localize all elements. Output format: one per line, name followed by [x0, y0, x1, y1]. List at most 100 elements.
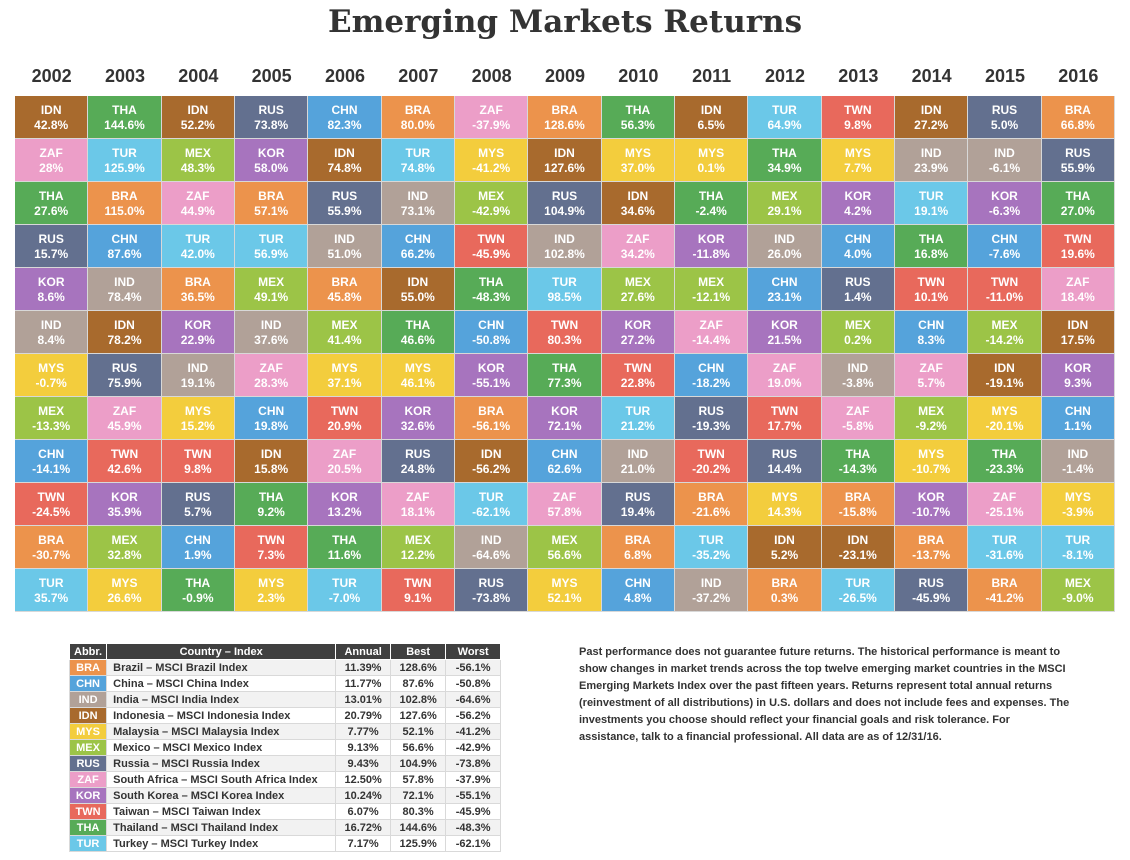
cell-country-code: TUR — [698, 533, 724, 547]
legend-row: IDN Indonesia – MSCI Indonesia Index 20.79… — [68, 707, 502, 724]
return-cell: TWN -11.0% — [968, 268, 1041, 310]
cell-country-code: MYS — [38, 361, 65, 375]
return-cell: MYS 0.1% — [675, 139, 748, 181]
cell-country-code: RUS — [918, 576, 944, 590]
cell-country-code: TUR — [478, 490, 504, 504]
return-cell: BRA -30.7% — [15, 526, 88, 568]
return-cell: IDN 127.6% — [528, 139, 601, 181]
cell-country-code: CHN — [771, 275, 798, 289]
cell-return-value: -11.8% — [692, 247, 730, 261]
cell-return-value: 48.3% — [180, 161, 215, 175]
cell-return-value: 87.6% — [107, 247, 142, 261]
return-cell: THA 11.6% — [308, 526, 381, 568]
legend-worst: -73.8% — [445, 755, 502, 772]
cell-return-value: 1.4% — [844, 290, 872, 304]
return-cell: TWN -20.2% — [675, 440, 748, 482]
cell-return-value: 125.9% — [104, 161, 145, 175]
legend-annual: 11.77% — [335, 675, 392, 692]
cell-country-code: KOR — [257, 146, 285, 160]
return-cell: RUS 5.0% — [968, 96, 1041, 138]
cell-country-code: MYS — [111, 576, 138, 590]
cell-return-value: 17.5% — [1060, 333, 1095, 347]
cell-country-code: MEX — [331, 318, 358, 332]
cell-country-code: MEX — [771, 189, 798, 203]
return-cell: CHN 62.6% — [528, 440, 601, 482]
cell-country-code: IND — [480, 533, 502, 547]
return-cell: MYS -3.9% — [1041, 483, 1114, 525]
cell-return-value: 42.0% — [180, 247, 215, 261]
cell-country-code: TUR — [918, 189, 944, 203]
cell-return-value: 14.3% — [767, 505, 802, 519]
cell-country-code: CHN — [624, 576, 651, 590]
cell-return-value: 34.9% — [767, 161, 802, 175]
cell-return-value: 0.1% — [697, 161, 725, 175]
cell-return-value: 21.2% — [620, 419, 655, 433]
cell-country-code: TWN — [110, 447, 139, 461]
return-cell: TWN 42.6% — [88, 440, 161, 482]
return-cell: TUR 21.2% — [601, 397, 674, 439]
return-cell: ZAF 28% — [15, 139, 88, 181]
legend-best: 72.1% — [390, 787, 447, 804]
return-cell: RUS -73.8% — [455, 569, 528, 611]
legend-row: THA Thailand – MSCI Thailand Index 16.72% 1… — [68, 819, 502, 836]
year-label: 2004 — [178, 66, 219, 86]
cell-return-value: 1.1% — [1064, 419, 1092, 433]
cell-country-code: MYS — [404, 361, 431, 375]
cell-country-code: MEX — [404, 533, 431, 547]
return-cell: MYS -41.2% — [455, 139, 528, 181]
year-label: 2011 — [692, 66, 732, 86]
legend-worst: -41.2% — [445, 723, 502, 740]
return-cell: TWN 10.1% — [895, 268, 968, 310]
return-cell: MEX -9.0% — [1041, 569, 1114, 611]
return-cell: MEX -12.1% — [675, 268, 748, 310]
return-cell: THA -0.9% — [161, 569, 234, 611]
cell-country-code: TWN — [37, 490, 65, 504]
return-cell: CHN -50.8% — [455, 311, 528, 353]
legend-country-index: South Korea – MSCI Korea Index — [106, 787, 337, 804]
legend-worst: -56.2% — [445, 707, 502, 724]
return-cell: BRA 128.6% — [528, 96, 601, 138]
cell-return-value: 27.2% — [620, 333, 655, 347]
return-cell: RUS 55.9% — [1041, 139, 1114, 181]
cell-country-code: BRA — [258, 189, 285, 203]
return-cell: ZAF 5.7% — [895, 354, 968, 396]
return-cell: TWN 9.1% — [381, 569, 454, 611]
cell-country-code: TWN — [624, 361, 652, 375]
cell-country-code: IDN — [260, 447, 282, 461]
return-cell: IND -1.4% — [1041, 440, 1114, 482]
cell-return-value: 6.8% — [624, 548, 652, 562]
cell-country-code: CHN — [918, 318, 945, 332]
return-cell: THA 16.8% — [895, 225, 968, 267]
return-cell: ZAF -37.9% — [455, 96, 528, 138]
cell-return-value: 78.4% — [107, 290, 142, 304]
return-cell: MEX 29.1% — [748, 182, 821, 224]
cell-return-value: 102.8% — [544, 247, 585, 261]
cell-return-value: 18.4% — [1060, 290, 1095, 304]
cell-country-code: KOR — [1064, 361, 1092, 375]
cell-return-value: 42.8% — [34, 118, 69, 132]
cell-return-value: -73.8% — [472, 591, 511, 605]
cell-country-code: RUS — [1065, 146, 1091, 160]
return-cell: MYS -0.7% — [15, 354, 88, 396]
legend-country-index: Russia – MSCI Russia Index — [106, 755, 337, 772]
year-label: 2008 — [471, 66, 512, 86]
return-cell: BRA 36.5% — [161, 268, 234, 310]
cell-country-code: CHN — [844, 232, 871, 246]
cell-country-code: BRA — [624, 533, 651, 547]
cell-return-value: -18.2% — [692, 376, 731, 390]
legend-best: 80.3% — [390, 803, 447, 820]
return-cell: IDN -19.1% — [968, 354, 1041, 396]
cell-country-code: IND — [627, 447, 649, 461]
cell-country-code: BRA — [404, 103, 431, 117]
return-cell: MEX 56.6% — [528, 526, 601, 568]
cell-country-code: MYS — [258, 576, 285, 590]
return-cell: MYS 37.0% — [601, 139, 674, 181]
cell-return-value: 74.8% — [400, 161, 435, 175]
cell-country-code: IND — [554, 232, 575, 246]
cell-return-value: 52.1% — [547, 591, 582, 605]
cell-country-code: ZAF — [772, 361, 797, 375]
cell-country-code: IND — [260, 318, 282, 332]
cell-return-value: -42.9% — [472, 204, 511, 218]
cell-return-value: 6.5% — [697, 118, 725, 132]
cell-country-code: THA — [1065, 189, 1091, 203]
